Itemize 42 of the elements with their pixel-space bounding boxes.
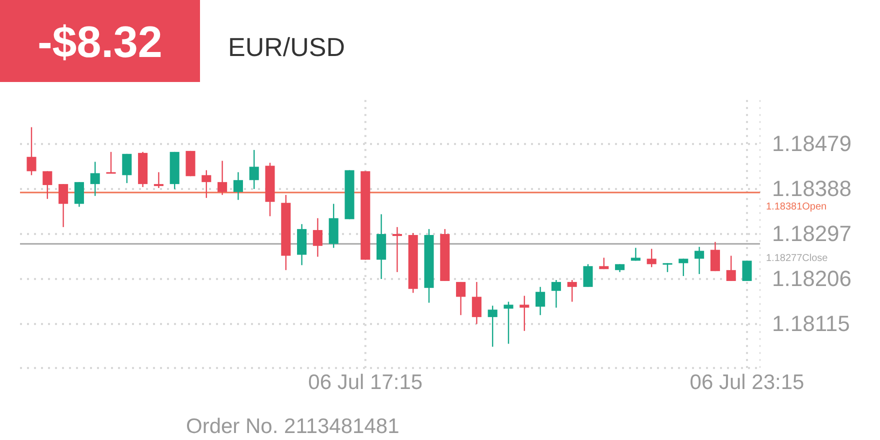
candlestick [42, 170, 52, 200]
candlestick [472, 281, 482, 325]
y-tick-label: 1.18479 [772, 131, 852, 156]
text: -$8.32 [38, 18, 162, 67]
candlestick [26, 126, 36, 176]
candlestick [106, 151, 116, 174]
candlestick [504, 301, 514, 344]
candlestick [122, 153, 132, 184]
candlestick [488, 305, 498, 348]
candlestick [726, 255, 736, 282]
candlestick [646, 248, 656, 268]
chart-title: EUR/USD [228, 32, 346, 62]
candlestick [742, 260, 752, 282]
candlestick [567, 279, 577, 302]
candlestick [249, 149, 259, 190]
candlestick [58, 183, 68, 228]
y-tick-label: 1.18297 [772, 221, 852, 246]
candlestick [392, 226, 402, 273]
candlestick [312, 218, 322, 258]
candlestick [202, 170, 212, 199]
candlestick [710, 241, 720, 272]
text: Order No. 2113481481 [186, 415, 400, 438]
candlestick [551, 279, 561, 308]
candlestick [536, 286, 546, 316]
candlestick [678, 258, 688, 277]
candlestick [233, 172, 243, 200]
x-tick-label: 06 Jul 17:15 [308, 370, 423, 394]
candlestick [630, 247, 640, 262]
candlestick [456, 281, 466, 316]
candlestick [74, 181, 84, 208]
candlestick [583, 264, 593, 288]
candlestick [218, 160, 228, 196]
x-tick-label: 06 Jul 23:15 [690, 370, 804, 394]
y-tick-label: 1.18206 [772, 266, 852, 292]
ref-line-label: 1.18277Close [766, 252, 828, 264]
candlestick [90, 161, 100, 197]
candlestick [520, 295, 530, 332]
candlestick [154, 172, 164, 189]
ref-line-label: 1.18381Open [766, 201, 827, 212]
y-tick-label: 1.18115 [772, 311, 850, 336]
candlestick [694, 246, 704, 275]
y-tick-label: 1.18388 [772, 176, 852, 202]
